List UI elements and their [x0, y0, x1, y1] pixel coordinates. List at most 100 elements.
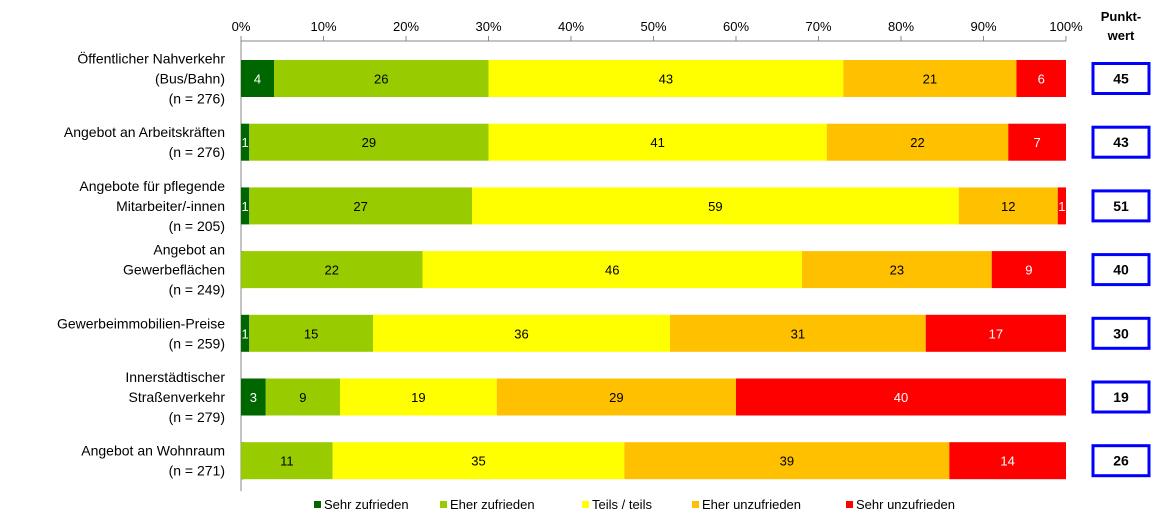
bar-segment [422, 251, 802, 289]
bar-segment [340, 378, 497, 416]
category-label: (Bus/Bahn) [155, 71, 225, 87]
punktwert-value: 26 [1113, 453, 1129, 469]
punktwert-box [1091, 125, 1151, 159]
bar-segment [826, 123, 1009, 161]
category-label: (n = 249) [169, 282, 225, 298]
legend: Sehr zufrieden Eher zufrieden Teils / teil… [314, 497, 955, 512]
bar-data-label: 21 [923, 72, 937, 87]
x-tick-label: 90% [970, 19, 996, 34]
bar-segment [332, 442, 625, 480]
bar-data-label: 43 [659, 72, 673, 87]
category-label: Angebote für pflegende [79, 178, 225, 194]
bar-data-label: 1 [242, 326, 249, 341]
punktwert-box [1091, 62, 1151, 95]
bar-segment [670, 314, 926, 352]
bar-data-label: 17 [989, 326, 1003, 341]
legend-swatch [314, 501, 321, 508]
legend-swatch [692, 501, 699, 508]
legend-swatch [582, 501, 589, 508]
legend-label: Sehr zufrieden [324, 497, 409, 512]
bar-segment [496, 378, 736, 416]
bar-segment [488, 60, 844, 97]
category-label: Angebot an Wohnraum [81, 443, 225, 459]
bars: 4 26 43 21 6 1 29 41 22 7 1 27 59 12 1 22 46 23 9 1 15 36 31 17… [241, 60, 1066, 480]
bar-data-label: 6 [1038, 72, 1045, 87]
bar-data-label: 29 [362, 135, 376, 150]
bar-data-label: 59 [708, 199, 722, 214]
bar-segment [241, 187, 250, 225]
bar-data-label: 41 [650, 135, 664, 150]
category-label: (n = 271) [169, 463, 225, 479]
bar-data-label: 36 [514, 326, 528, 341]
punktwert-value: 40 [1113, 262, 1129, 278]
punktwert-value: 30 [1113, 325, 1129, 341]
legend-label: Teils / teils [592, 497, 652, 512]
x-axis: 0% 10% 20% 30% 40% 50% 60% 70% 80% 90% 100% [232, 19, 1083, 492]
category-label: Mitarbeiter/-innen [116, 198, 225, 214]
bar-segment [802, 251, 992, 289]
category-label: (n = 276) [169, 144, 225, 160]
bar-data-label: 3 [250, 390, 257, 405]
bar-segment [991, 251, 1066, 289]
punktwert-box [1091, 316, 1151, 350]
bar-data-label: 9 [299, 390, 306, 405]
bar-data-label: 27 [353, 199, 367, 214]
bar-data-label: 4 [254, 72, 261, 87]
bar-data-label: 26 [374, 72, 388, 87]
x-tick-label: 100% [1049, 19, 1083, 34]
punktwert-value: 45 [1113, 71, 1129, 87]
bar-data-label: 40 [894, 390, 908, 405]
bar-segment [249, 123, 489, 161]
bar-data-label: 19 [411, 390, 425, 405]
bar-segment [249, 314, 373, 352]
category-labels: Öffentlicher Nahverkehr (Bus/Bahn) (n = 27… [57, 50, 225, 479]
legend-label: Eher zufrieden [450, 497, 535, 512]
bar-segment [274, 60, 489, 97]
bar-segment [241, 314, 250, 352]
x-tick-label: 70% [805, 19, 831, 34]
bar-segment [265, 378, 340, 416]
bar-segment [241, 60, 274, 97]
punktwert-box [1091, 189, 1151, 223]
bar-data-label: 11 [280, 454, 294, 469]
bar-segment [925, 314, 1066, 352]
category-label: (n = 259) [169, 335, 225, 351]
bar-data-label: 1 [242, 135, 249, 150]
bar-data-label: 12 [1001, 199, 1015, 214]
bar-data-label: 1 [1058, 199, 1065, 214]
x-tick-label: 40% [558, 19, 584, 34]
category-label: Öffentlicher Nahverkehr [77, 50, 225, 67]
bar-segment [1008, 123, 1066, 161]
punktwert-header: Punkt- [1101, 9, 1141, 24]
punktwert-value: 51 [1113, 198, 1129, 214]
x-tick-label: 30% [475, 19, 501, 34]
bar-data-label: 46 [605, 263, 619, 278]
bar-data-label: 23 [890, 263, 904, 278]
x-tick-label: 50% [640, 19, 666, 34]
x-tick-label: 20% [393, 19, 419, 34]
bar-segment [624, 442, 950, 480]
punktwert-box [1091, 253, 1151, 287]
bar-data-label: 22 [910, 135, 924, 150]
legend-label: Sehr unzufrieden [856, 497, 955, 512]
punktwert-column: Punkt-wert 45 43 51 40 30 19 26 [1091, 9, 1151, 478]
punktwert-box [1091, 444, 1151, 478]
bar-segment [949, 442, 1066, 480]
category-label: Innerstädtischer [125, 369, 225, 385]
bar-data-label: 14 [1000, 454, 1014, 469]
bar-segment [958, 187, 1058, 225]
bar-segment [241, 378, 266, 416]
punktwert-value: 43 [1113, 134, 1129, 150]
bar-segment [1057, 187, 1066, 225]
bar-data-label: 22 [325, 263, 339, 278]
bar-data-label: 31 [791, 326, 805, 341]
legend-swatch [440, 501, 447, 508]
category-label: (n = 276) [169, 91, 225, 107]
bar-data-label: 7 [1034, 135, 1041, 150]
bar-data-label: 1 [242, 199, 249, 214]
punktwert-value: 19 [1113, 389, 1129, 405]
legend-swatch [846, 501, 853, 508]
category-label: (n = 205) [169, 218, 225, 234]
bar-data-label: 39 [780, 454, 794, 469]
